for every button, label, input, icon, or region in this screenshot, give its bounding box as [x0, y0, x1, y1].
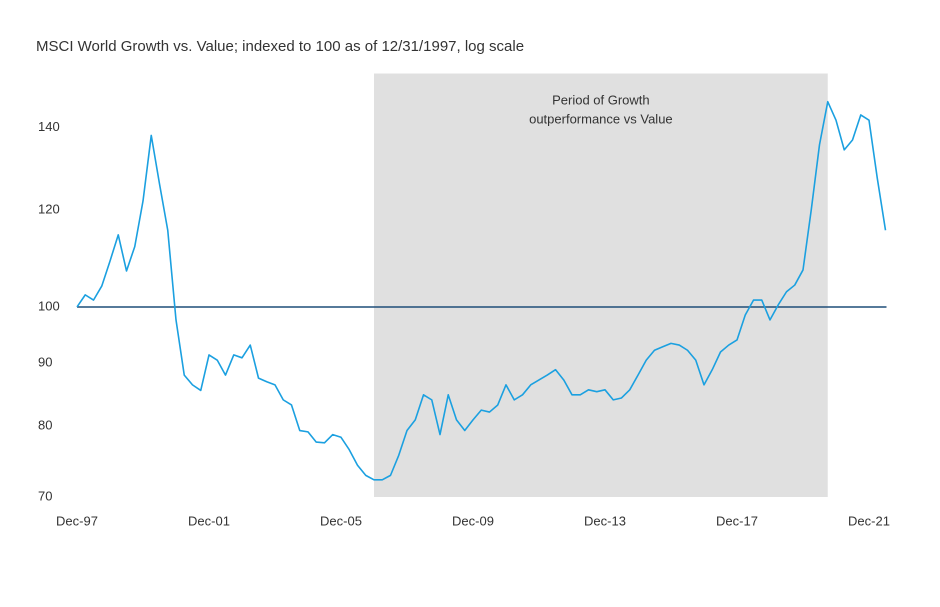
x-tick-label: Dec-09	[452, 513, 494, 528]
y-tick-label: 70	[38, 488, 52, 503]
x-tick-label: Dec-13	[584, 513, 626, 528]
x-tick-label: Dec-21	[848, 513, 890, 528]
y-tick-label: 80	[38, 417, 52, 432]
annotation: Period of Growth	[552, 92, 650, 107]
shaded-period	[374, 73, 828, 497]
annotation: outperformance vs Value	[529, 111, 673, 126]
y-tick-label: 120	[38, 201, 60, 216]
x-tick-label: Dec-17	[716, 513, 758, 528]
y-tick-label: 140	[38, 119, 60, 134]
y-tick-label: 100	[38, 298, 60, 313]
data-line	[76, 100, 887, 481]
x-tick-label: Dec-05	[320, 513, 362, 528]
y-tick-label: 90	[38, 355, 52, 370]
x-tick-label: Dec-01	[188, 513, 230, 528]
chart-title: MSCI World Growth vs. Value; indexed to …	[36, 38, 524, 55]
x-tick-label: Dec-97	[56, 513, 98, 528]
